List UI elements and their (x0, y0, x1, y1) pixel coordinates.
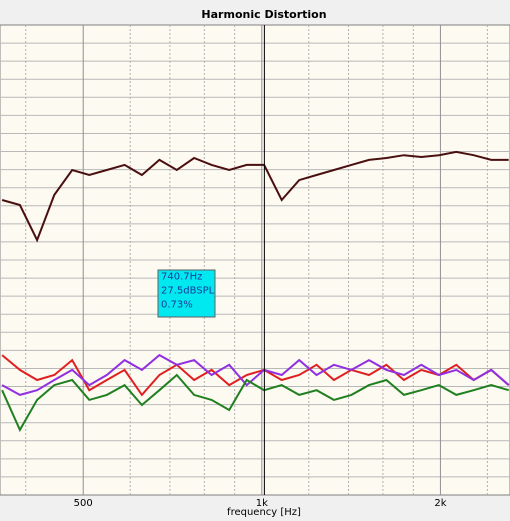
x-tick-label: 2k (434, 498, 446, 509)
tooltip-box (157, 269, 216, 318)
series-line (1, 354, 510, 397)
x-tick-label: 500 (74, 498, 93, 509)
x-axis-label: frequency [Hz] (227, 507, 301, 518)
x-tick-label: 1k (256, 498, 268, 509)
tooltip-text: 740.7Hz (161, 271, 202, 282)
tooltip-text: 0.73% (161, 299, 193, 310)
chart-title: Harmonic Distortion (201, 8, 326, 21)
series-line (1, 353, 510, 396)
tooltip-text: 27.5dBSPL (161, 285, 215, 296)
series-line (1, 150, 509, 243)
series-line (1, 373, 509, 433)
